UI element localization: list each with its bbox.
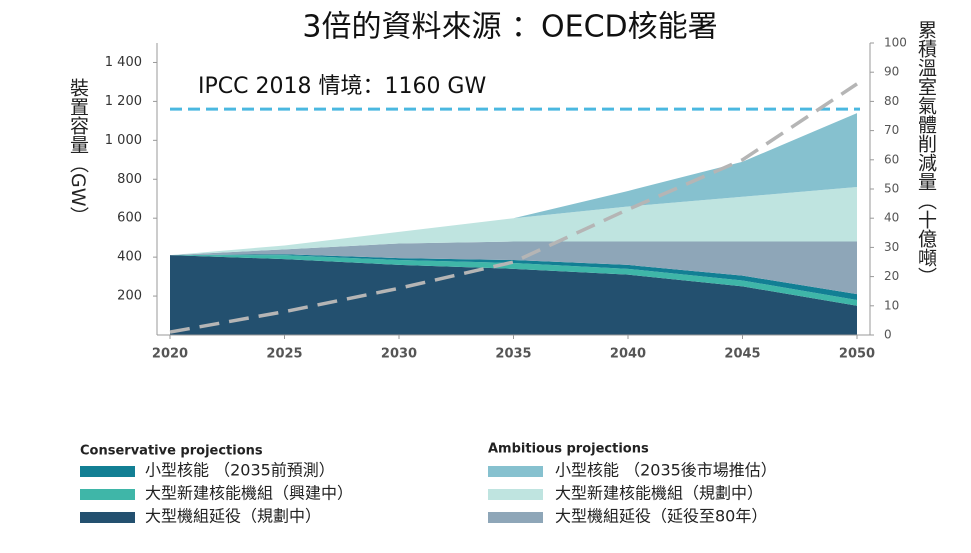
y2-tick-label: 60 [884,152,899,166]
y2-tick-label: 70 [884,123,899,137]
legend-group-title: Ambitious projections [488,442,649,457]
legend-swatch [488,466,543,477]
y2-axis-label: 累積溫室氣體削減量（十億噸） [915,20,937,286]
y-tick-label: 800 [117,172,142,187]
area [170,255,857,335]
area [170,254,857,300]
legend-swatch [80,489,135,500]
area [170,255,857,306]
y2-tick-label: 50 [884,182,899,196]
x-tick-label: 2030 [381,347,417,362]
y-tick-label: 1 400 [105,55,142,70]
y2-tick-label: 80 [884,94,899,108]
y-tick-label: 1 200 [105,94,142,109]
chart-title: 3倍的資料來源 ：OECD核能署 [302,10,717,45]
y2-tick-label: 0 [884,328,892,342]
y-tick-label: 600 [117,211,142,226]
legend-label: 小型核能 （2035前預測） [145,461,335,480]
legend-label: 大型機組延役（延役至80年） [555,507,767,526]
y-tick-label: 1 000 [105,133,142,148]
legend-label: 大型新建核能機組（規劃中） [555,484,763,503]
legend-label: 大型機組延役（規劃中） [145,507,321,526]
legend-group-title: Conservative projections [80,444,263,459]
area [170,113,857,256]
x-tick-label: 2040 [610,347,646,362]
legend-label: 大型新建核能機組（興建中） [145,484,353,503]
legend-label: 小型核能 （2035後市場推估） [555,461,777,480]
y-tick-label: 200 [117,289,142,304]
x-tick-label: 2025 [266,347,302,362]
y2-tick-label: 10 [884,298,899,312]
x-tick-label: 2050 [839,347,875,362]
legend-swatch [80,512,135,523]
reference-label: IPCC 2018 情境：1160 GW [198,74,486,99]
legend-swatch [80,466,135,477]
y2-tick-label: 100 [884,36,907,50]
legend-swatch [488,512,543,523]
y2-tick-label: 40 [884,211,899,225]
y2-tick-label: 90 [884,65,899,79]
area [170,187,857,256]
legend-swatch [488,489,543,500]
y-axis-label: 裝置容量（GW） [67,78,89,226]
x-tick-label: 2045 [724,347,760,362]
y2-tick-label: 30 [884,240,899,254]
cumulative-line [169,82,858,334]
y-tick-label: 400 [117,250,142,265]
x-tick-label: 2035 [495,347,531,362]
area [170,241,857,295]
x-tick-label: 2020 [152,347,188,362]
y2-tick-label: 20 [884,269,899,283]
